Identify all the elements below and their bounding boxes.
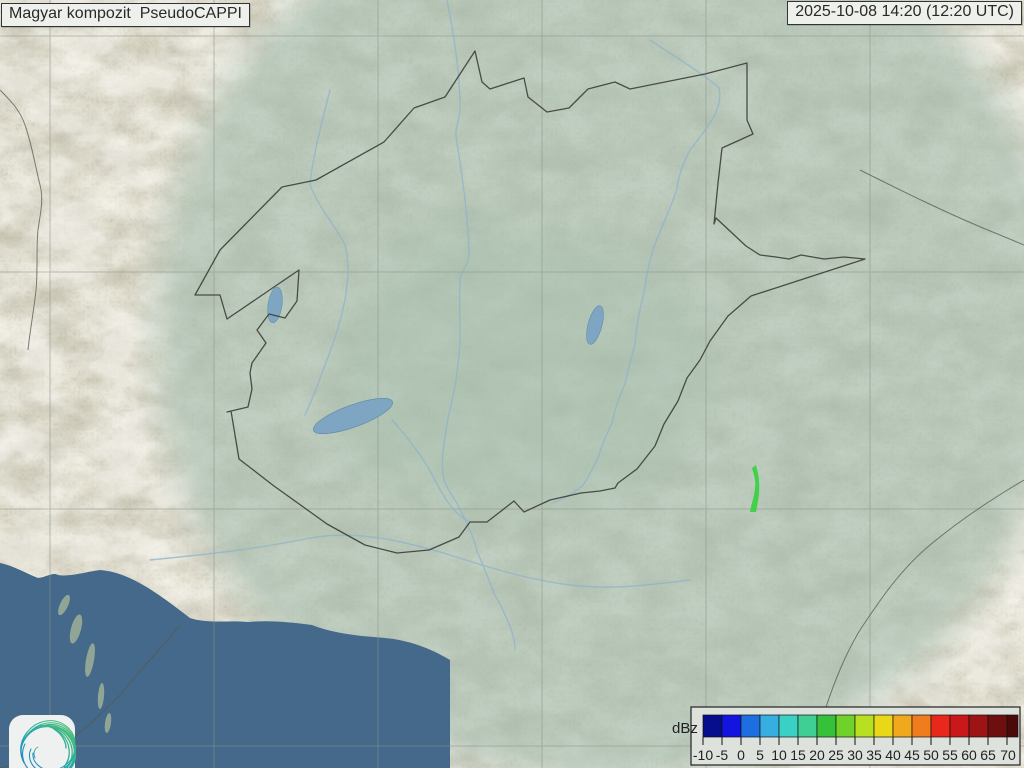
svg-text:20: 20 bbox=[809, 747, 825, 763]
svg-text:55: 55 bbox=[942, 747, 958, 763]
svg-text:15: 15 bbox=[790, 747, 806, 763]
svg-text:35: 35 bbox=[866, 747, 882, 763]
svg-text:25: 25 bbox=[828, 747, 844, 763]
svg-text:40: 40 bbox=[885, 747, 901, 763]
svg-text:-10: -10 bbox=[693, 747, 713, 763]
svg-text:70: 70 bbox=[1000, 747, 1016, 763]
svg-text:50: 50 bbox=[923, 747, 939, 763]
svg-text:45: 45 bbox=[904, 747, 920, 763]
svg-text:30: 30 bbox=[847, 747, 863, 763]
svg-text:0: 0 bbox=[737, 747, 745, 763]
svg-text:-5: -5 bbox=[716, 747, 729, 763]
svg-text:10: 10 bbox=[771, 747, 787, 763]
svg-text:65: 65 bbox=[980, 747, 996, 763]
svg-text:60: 60 bbox=[961, 747, 977, 763]
svg-text:dBz: dBz bbox=[672, 720, 698, 737]
svg-text:5: 5 bbox=[756, 747, 764, 763]
